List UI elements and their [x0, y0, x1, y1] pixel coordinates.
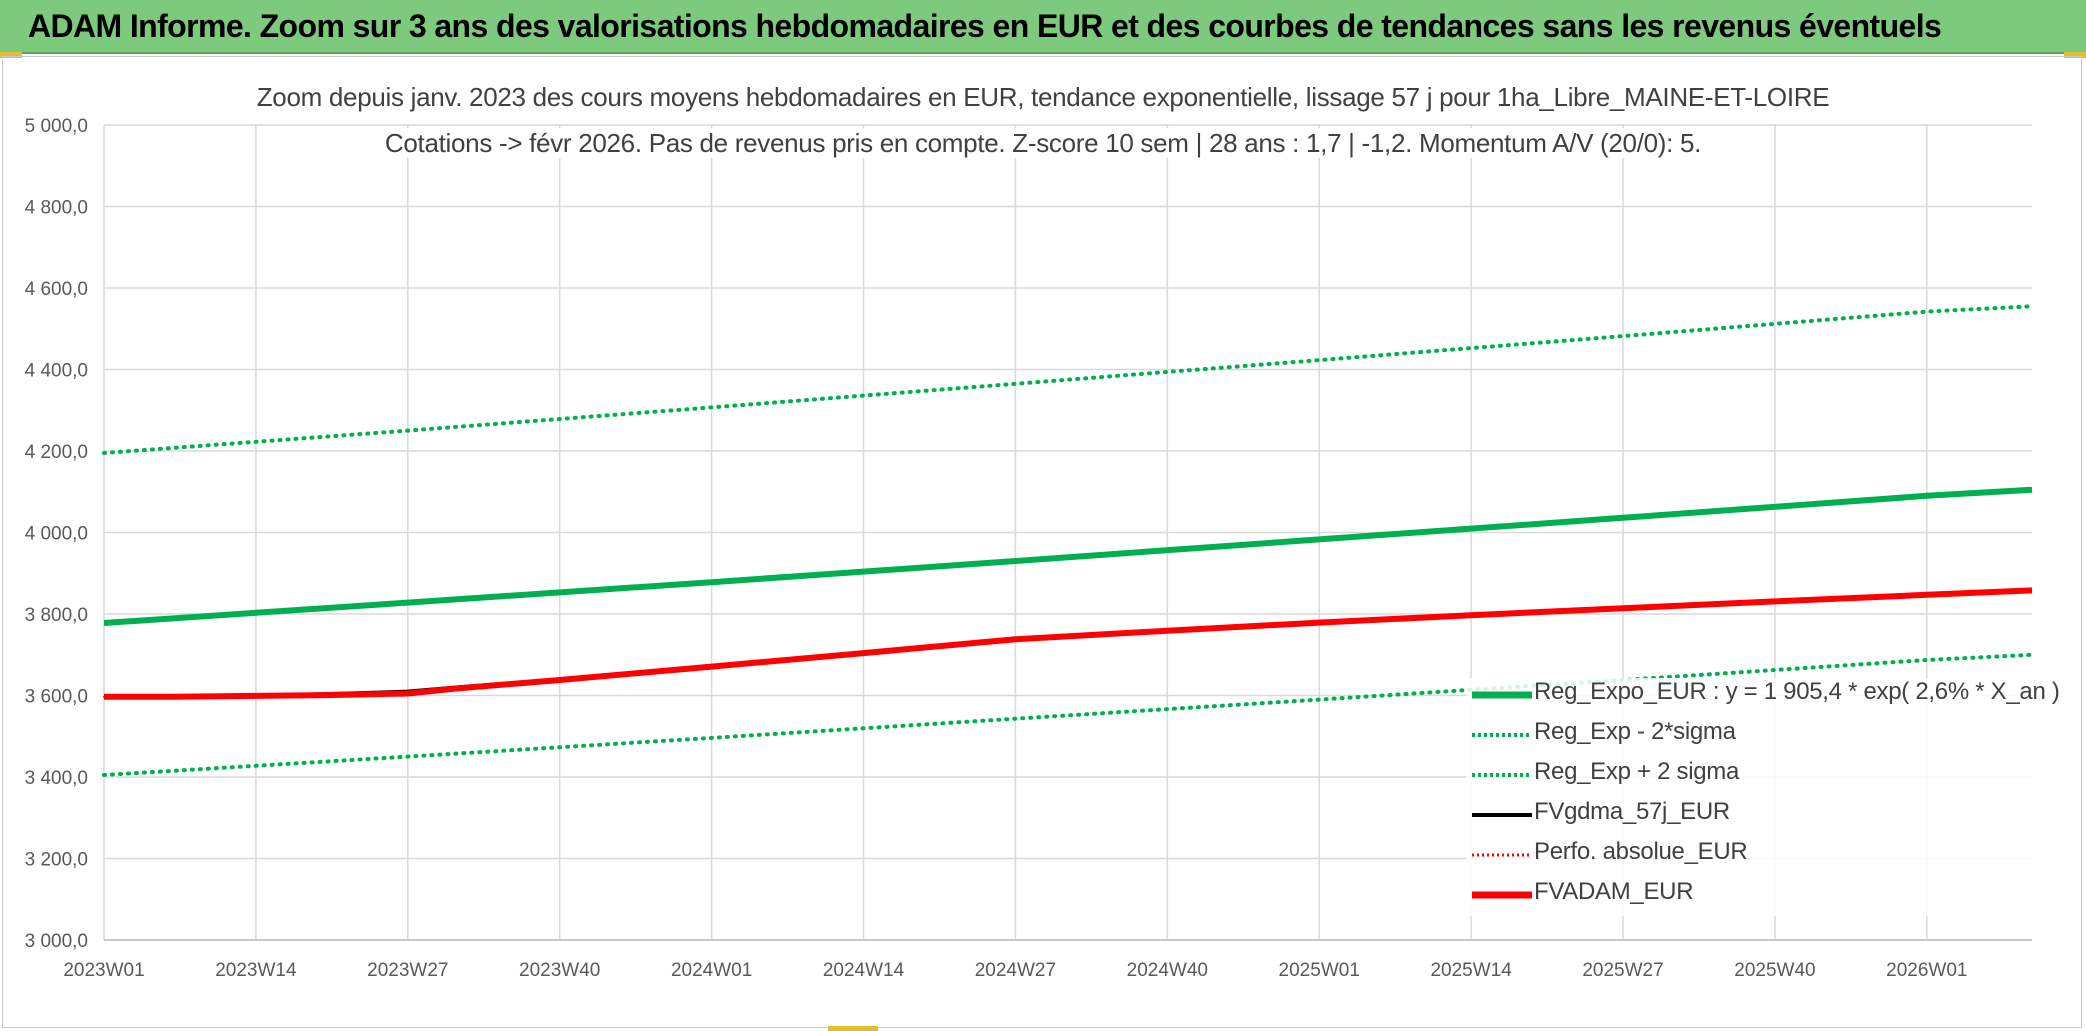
x-tick-label: 2023W40: [519, 960, 600, 981]
y-tick-label: 3 200,0: [25, 850, 88, 871]
report-title: ADAM Informe. Zoom sur 3 ans des valoris…: [28, 8, 1942, 44]
y-tick-label: 5 000,0: [25, 116, 88, 137]
legend-label-perfo: Perfo. absolue_EUR: [1534, 838, 1748, 865]
x-tick-label: 2025W40: [1734, 960, 1815, 981]
bottom-marker: [828, 1026, 878, 1031]
series-line-0: [103, 486, 2033, 626]
x-tick-label: 2023W14: [215, 960, 297, 981]
series-layer: [102, 304, 2034, 777]
legend-item-perfo: Perfo. absolue_EUR: [1466, 838, 2066, 878]
legend-swatch-perfo: [1472, 853, 1532, 857]
legend-label-fvadam: FVADAM_EUR: [1534, 878, 1694, 905]
chart-legend: Reg_Expo_EUR : y = 1 905,4 * exp( 2,6% *…: [1466, 678, 2066, 916]
corner-marker-right: [2064, 52, 2086, 58]
chart-title-line2-text: Cotations -> févr 2026. Pas de revenus p…: [378, 128, 1708, 158]
series-line-2: [102, 304, 2034, 455]
legend-label-fvgdma: FVgdma_57j_EUR: [1534, 798, 1730, 825]
y-tick-label: 3 800,0: [25, 605, 88, 626]
legend-label-reg-minus: Reg_Exp - 2*sigma: [1534, 718, 1736, 745]
x-tick-label: 2023W01: [63, 960, 144, 981]
x-tick-label: 2024W14: [823, 960, 905, 981]
x-tick-label: 2024W01: [671, 960, 752, 981]
legend-swatch-fvgdma: [1472, 813, 1532, 817]
legend-swatch-fvadam: [1472, 891, 1532, 899]
x-axis-ticks: 2023W01 2023W14 2023W27 2023W40 2024W01 2024W…: [63, 960, 1967, 981]
y-tick-label: 4 800,0: [25, 198, 88, 219]
legend-item-fvadam: FVADAM_EUR: [1466, 878, 2066, 918]
legend-swatch-reg-minus: [1472, 733, 1532, 737]
y-tick-label: 3 600,0: [25, 687, 88, 708]
y-tick-label: 3 400,0: [25, 768, 88, 789]
legend-item-fvgdma: FVgdma_57j_EUR: [1466, 798, 2066, 838]
chart-frame: [2, 56, 2082, 1028]
y-axis-ticks: 3 000,0 3 200,0 3 400,0 3 600,0 3 800,0 4 000…: [25, 116, 88, 952]
x-tick-label: 2026W01: [1886, 960, 1967, 981]
corner-marker-left: [0, 52, 22, 58]
legend-label-reg-plus: Reg_Exp + 2 sigma: [1534, 758, 1740, 785]
legend-label-reg-expo: Reg_Expo_EUR : y = 1 905,4 * exp( 2,6% *…: [1534, 678, 2060, 705]
x-tick-label: 2023W27: [367, 960, 448, 981]
y-tick-label: 4 400,0: [25, 361, 88, 382]
x-tick-label: 2025W14: [1430, 960, 1512, 981]
legend-item-reg-plus: Reg_Exp + 2 sigma: [1466, 758, 2066, 798]
report-banner: ADAM Informe. Zoom sur 3 ans des valoris…: [0, 0, 2086, 54]
chart-title-line2: Cotations -> févr 2026. Pas de revenus p…: [0, 128, 2086, 159]
y-tick-label: 4 000,0: [25, 524, 88, 545]
x-tick-label: 2025W27: [1582, 960, 1663, 981]
x-tick-label: 2024W27: [975, 960, 1056, 981]
x-tick-label: 2025W01: [1279, 960, 1360, 981]
y-tick-label: 4 600,0: [25, 279, 88, 300]
x-tick-label: 2024W40: [1127, 960, 1208, 981]
chart-title-line1-text: Zoom depuis janv. 2023 des cours moyens …: [250, 82, 1836, 112]
y-tick-label: 3 000,0: [25, 931, 88, 952]
series-line-4: [103, 589, 2033, 698]
legend-swatch-reg-plus: [1472, 773, 1532, 777]
chart-title-line1: Zoom depuis janv. 2023 des cours moyens …: [0, 82, 2086, 113]
legend-swatch-reg-expo: [1472, 691, 1532, 699]
legend-item-reg-expo: Reg_Expo_EUR : y = 1 905,4 * exp( 2,6% *…: [1466, 678, 2066, 718]
y-tick-label: 4 200,0: [25, 442, 88, 463]
series-line-1: [102, 652, 2034, 777]
legend-item-reg-minus: Reg_Exp - 2*sigma: [1466, 718, 2066, 758]
